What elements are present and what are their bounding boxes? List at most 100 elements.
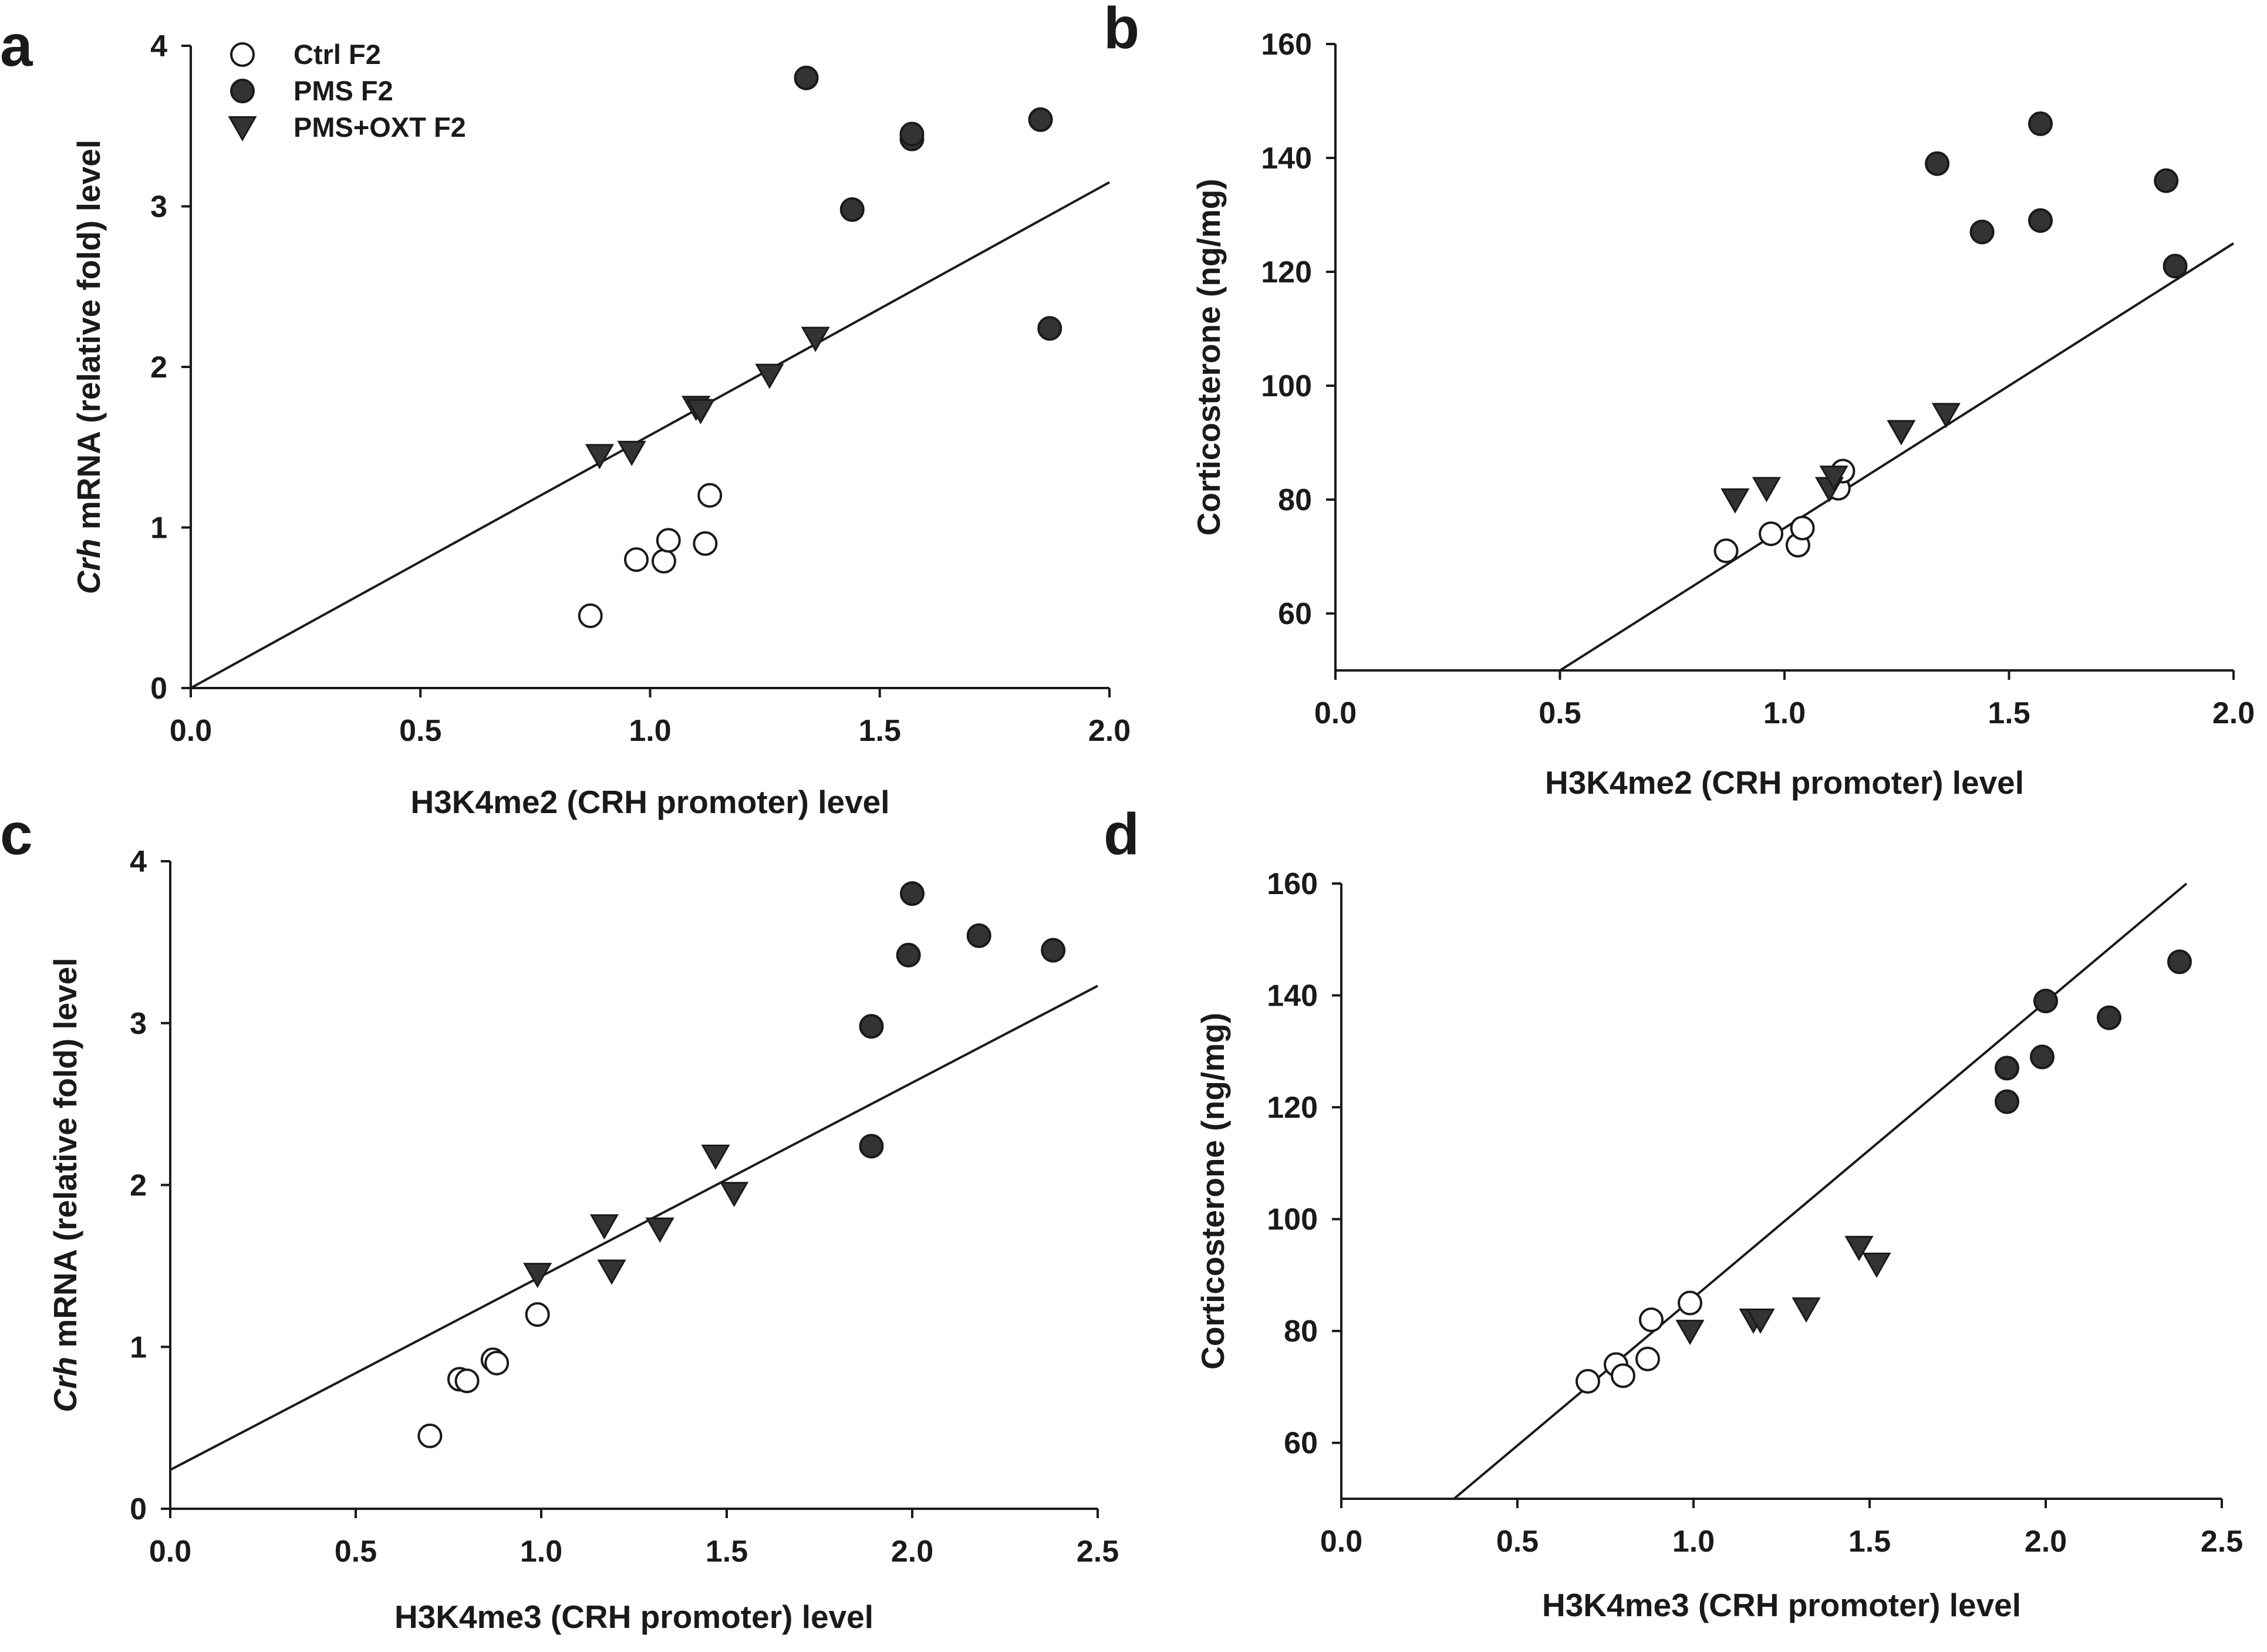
y-tick-label: 3 xyxy=(130,1007,147,1041)
series-pms-f2 xyxy=(1995,949,2192,1114)
data-point-s2-p5 xyxy=(1931,403,1961,429)
y-tick-label: 160 xyxy=(1261,28,1312,62)
data-point-s0-p0 xyxy=(417,1423,443,1448)
x-tick-label: 1.0 xyxy=(1672,1525,1715,1559)
data-point-s2-p0 xyxy=(523,1263,552,1289)
data-point-s1-p5 xyxy=(1041,938,1066,963)
regression-line xyxy=(1453,882,2188,1500)
x-tick-label: 0.5 xyxy=(399,714,441,748)
y-tick-label: 160 xyxy=(1267,867,1318,901)
data-point-s2-p4 xyxy=(755,363,784,389)
data-point-s2-p5 xyxy=(801,326,830,352)
data-point-s1-p5 xyxy=(1037,316,1062,341)
panel-letter: d xyxy=(1104,801,1139,867)
data-point-s2-p4 xyxy=(701,1144,730,1170)
y-tick-label: 2 xyxy=(130,1169,147,1203)
series-pms-oxt-f2 xyxy=(1675,1236,1891,1346)
data-point-s2-p4 xyxy=(1887,420,1916,446)
series-pms-oxt-f2 xyxy=(523,1144,749,1289)
data-point-s1-p4 xyxy=(966,923,991,948)
x-tick-label: 2.5 xyxy=(1077,1535,1119,1569)
data-point-s1-p1 xyxy=(1995,1089,2019,1114)
data-point-s0-p5 xyxy=(697,483,723,508)
x-tick-label: 1.5 xyxy=(859,714,901,748)
chart-panel-b: b 0.0 0.5 1.0 1.5 2.0 60 80 100 120 140 160 H3K4me2 … xyxy=(1104,0,2255,801)
series-pms-oxt-f2 xyxy=(585,326,830,470)
data-point-s0-p4 xyxy=(693,531,718,556)
data-point-s2-p4 xyxy=(1844,1236,1874,1262)
data-point-s1-p0 xyxy=(1925,151,1950,176)
data-point-s0-p1 xyxy=(1759,521,1784,547)
data-point-s0-p5 xyxy=(525,1302,550,1327)
x-tick-label: 1.0 xyxy=(520,1535,562,1569)
series-pms-f2 xyxy=(859,881,1066,1159)
data-point-s1-p2 xyxy=(2030,1044,2055,1070)
y-tick-label: 140 xyxy=(1267,979,1318,1013)
panel-letter: a xyxy=(0,13,33,79)
y-tick-label: 4 xyxy=(130,845,147,879)
data-point-s1-p3 xyxy=(899,122,925,147)
x-tick-label: 1.0 xyxy=(629,714,671,748)
y-tick-label: 0 xyxy=(150,672,167,706)
series-pms-f2 xyxy=(1925,111,2188,279)
data-point-s2-p1 xyxy=(589,1214,619,1240)
legend-item: Ctrl F2 xyxy=(230,39,381,70)
data-point-s1-p5 xyxy=(2167,949,2192,975)
y-axis-title-rest: mRNA (relative fold) level xyxy=(47,958,83,1357)
y-axis-title: Corticosterone (ng/mg) xyxy=(1190,178,1227,535)
data-point-s1-p2 xyxy=(896,942,921,967)
data-point-s0-p2 xyxy=(1611,1363,1635,1388)
data-point-s1-p1 xyxy=(839,197,865,222)
data-point-s0-plegend xyxy=(230,42,255,67)
chart-panel-a: a 0.0 0.5 1.0 1.5 2.0 0 1 2 3 4 H3K4me2 (CRH promot… xyxy=(0,13,1131,820)
x-axis-title: H3K4me3 (CRH promoter) level xyxy=(394,1599,873,1635)
x-axis-title: H3K4me2 (CRH promoter) level xyxy=(410,784,889,820)
x-axis-title: H3K4me3 (CRH promoter) level xyxy=(1542,1587,2021,1623)
series-ctrl-f2 xyxy=(417,1302,550,1448)
data-point-s1-p2 xyxy=(2028,208,2053,233)
data-point-s0-p2 xyxy=(651,548,676,574)
legend-label: PMS F2 xyxy=(294,75,393,106)
legend-item: PMS F2 xyxy=(230,75,393,106)
data-point-s1-p4 xyxy=(2097,1005,2121,1030)
x-tick-label: 0.0 xyxy=(170,714,212,748)
y-axis-title-italic: Crh xyxy=(70,538,107,594)
y-tick-label: 60 xyxy=(1284,1427,1318,1461)
series-ctrl-f2 xyxy=(578,483,723,628)
data-point-s0-p3 xyxy=(656,528,681,553)
y-axis-title-italic: Crh xyxy=(47,1357,83,1412)
series-pms-oxt-f2 xyxy=(1721,403,1961,514)
y-tick-label: 2 xyxy=(150,350,167,385)
data-point-s2-p2 xyxy=(1746,1309,1775,1334)
x-tick-label: 1.5 xyxy=(1848,1525,1891,1559)
y-tick-label: 1 xyxy=(130,1330,147,1364)
x-tick-label: 2.5 xyxy=(2201,1525,2243,1559)
data-point-s2-p3 xyxy=(645,1217,674,1243)
data-point-s1-plegend xyxy=(230,79,255,103)
chart-panel-d: d 0.0 0.5 1.0 1.5 2.0 2.5 60 80 100 120 140 160 H3K4m… xyxy=(1104,801,2243,1623)
y-tick-label: 3 xyxy=(150,190,167,224)
data-point-s1-p4 xyxy=(1028,107,1053,132)
x-tick-label: 2.0 xyxy=(2212,696,2255,730)
y-tick-label: 120 xyxy=(1267,1091,1318,1125)
panel-letter: b xyxy=(1104,0,1139,61)
data-point-s0-p0 xyxy=(578,603,603,628)
data-point-s0-p1 xyxy=(624,547,649,572)
x-tick-label: 0.5 xyxy=(335,1535,377,1569)
y-tick-label: 80 xyxy=(1278,483,1312,517)
data-point-s2-plegend xyxy=(228,116,257,141)
data-point-s0-p2 xyxy=(454,1368,480,1394)
data-point-s1-p3 xyxy=(2033,989,2058,1014)
regression-line xyxy=(190,181,1110,689)
data-point-s0-p4 xyxy=(1639,1307,1664,1333)
data-point-s2-p5 xyxy=(1862,1252,1891,1278)
x-tick-label: 1.5 xyxy=(706,1535,748,1569)
x-axis-title: H3K4me2 (CRH promoter) level xyxy=(1545,764,2024,801)
data-point-s2-p0 xyxy=(585,444,615,470)
data-point-s2-p2 xyxy=(597,1259,626,1285)
panel-letter: c xyxy=(0,801,33,867)
y-tick-label: 100 xyxy=(1267,1203,1318,1237)
y-axis-title: Crh mRNA (relative fold) level xyxy=(47,958,83,1412)
series-ctrl-f2 xyxy=(1713,458,1856,564)
